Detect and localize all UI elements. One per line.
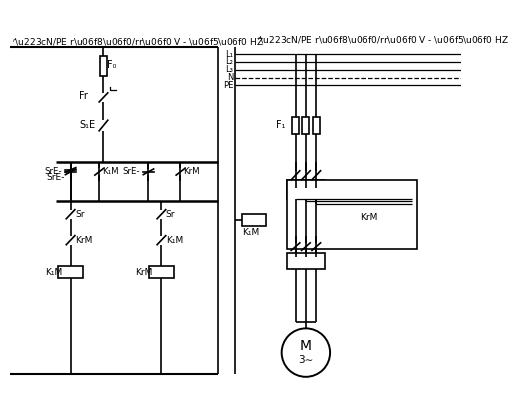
Text: K₁M: K₁M xyxy=(242,228,259,237)
Bar xyxy=(149,266,174,278)
Text: K₁M: K₁M xyxy=(102,167,118,176)
Text: Fr: Fr xyxy=(79,91,88,101)
Text: KrM: KrM xyxy=(183,167,200,176)
Bar xyxy=(242,214,266,226)
Text: S₁E: S₁E xyxy=(79,120,96,130)
Bar xyxy=(287,253,325,269)
Text: Sr: Sr xyxy=(166,210,175,219)
Bar xyxy=(292,117,299,134)
Text: KrM: KrM xyxy=(361,213,378,222)
Text: Sr: Sr xyxy=(75,210,84,219)
Bar xyxy=(100,56,107,76)
Text: F₀: F₀ xyxy=(107,61,116,70)
Text: KrM: KrM xyxy=(75,236,92,245)
Bar xyxy=(356,210,404,225)
Text: N: N xyxy=(227,73,233,82)
Text: L₂: L₂ xyxy=(225,57,233,66)
Text: K₁M: K₁M xyxy=(45,268,62,277)
Text: SrE-: SrE- xyxy=(123,167,140,176)
Text: L₃: L₃ xyxy=(225,65,233,74)
Bar xyxy=(287,180,325,199)
Bar xyxy=(287,180,417,249)
Text: SrE-: SrE- xyxy=(45,167,62,176)
Text: $^r$\u223cN/PE r\u06f8\u06f0/rr\u06f0 V - \u06f5\u06f0 HZ: $^r$\u223cN/PE r\u06f8\u06f0/rr\u06f0 V … xyxy=(256,34,509,46)
Bar xyxy=(303,117,310,134)
Text: KrM: KrM xyxy=(135,268,153,277)
Text: F₁: F₁ xyxy=(277,120,286,130)
Text: SrE-: SrE- xyxy=(46,173,65,182)
Text: L₁: L₁ xyxy=(225,50,233,59)
Text: 3∼: 3∼ xyxy=(298,355,314,365)
Bar xyxy=(58,266,83,278)
Text: PE: PE xyxy=(223,81,233,90)
Text: $^r$\u223cN/PE r\u06f8\u06f0/rr\u06f0 V - \u06f5\u06f0 HZ: $^r$\u223cN/PE r\u06f8\u06f0/rr\u06f0 V … xyxy=(12,36,264,48)
Text: K₁M: K₁M xyxy=(166,236,183,245)
Text: M: M xyxy=(300,339,312,353)
Bar xyxy=(313,117,320,134)
